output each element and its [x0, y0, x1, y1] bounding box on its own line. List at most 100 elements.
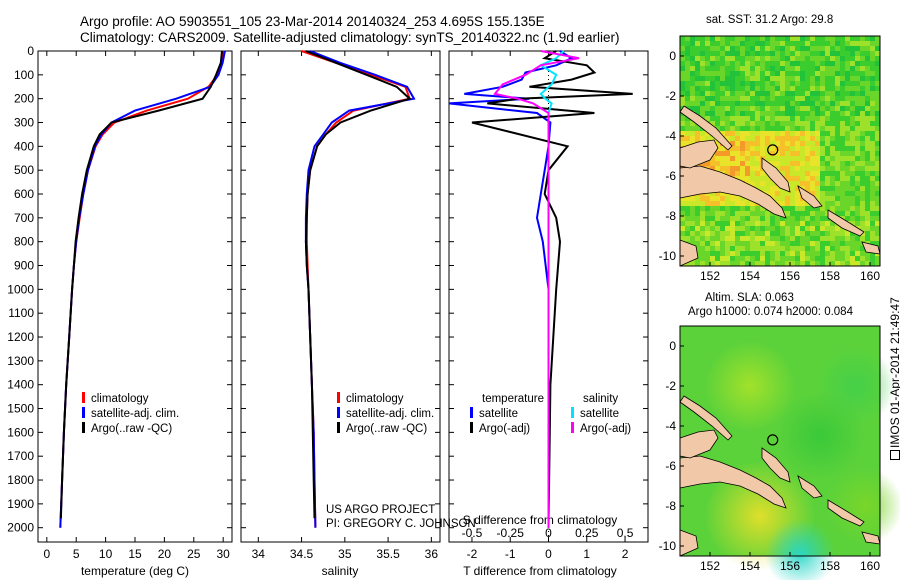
- sst-cell: [790, 171, 795, 176]
- sst-cell: [725, 86, 730, 91]
- sst-cell: [810, 256, 815, 261]
- sst-cell: [825, 146, 830, 151]
- sst-cell: [820, 201, 825, 206]
- sst-cell: [735, 96, 740, 101]
- sst-cell: [825, 176, 830, 181]
- sst-cell: [750, 106, 755, 111]
- sst-cell: [875, 206, 880, 211]
- coastline: [827, 209, 865, 237]
- sst-cell: [765, 216, 770, 221]
- sst-cell: [725, 226, 730, 231]
- sst-cell: [695, 226, 700, 231]
- sst-cell: [840, 66, 845, 71]
- sst-cell: [780, 131, 785, 136]
- sst-cell: [855, 101, 860, 106]
- sst-cell: [845, 36, 850, 41]
- sst-cell: [730, 81, 735, 86]
- sst-cell: [825, 81, 830, 86]
- sst-cell: [875, 66, 880, 71]
- sst-cell: [810, 146, 815, 151]
- sst-cell: [840, 176, 845, 181]
- sst-cell: [770, 226, 775, 231]
- sst-cell: [745, 106, 750, 111]
- sst-cell: [810, 106, 815, 111]
- legend-item-argo: Argo(..raw -QC): [337, 422, 434, 437]
- sst-cell: [705, 241, 710, 246]
- sst-cell: [860, 126, 865, 131]
- sst-cell: [755, 251, 760, 256]
- sst-cell: [865, 156, 870, 161]
- sst-cell: [825, 101, 830, 106]
- sst-cell: [865, 106, 870, 111]
- sst-cell: [780, 236, 785, 241]
- legend-title-temperature: temperature: [482, 393, 545, 405]
- sst-cell: [710, 116, 715, 121]
- coastline: [679, 429, 719, 459]
- sst-cell: [830, 256, 835, 261]
- sst-cell: [800, 171, 805, 176]
- sst-cell: [785, 116, 790, 121]
- sst-cell: [735, 261, 740, 266]
- sst-cell: [685, 141, 690, 146]
- sst-cell: [775, 61, 780, 66]
- sst-cell: [865, 126, 870, 131]
- sst-cell: [735, 256, 740, 261]
- sst-cell: [715, 116, 720, 121]
- sst-cell: [850, 96, 855, 101]
- sst-cell: [745, 96, 750, 101]
- sst-cell: [800, 146, 805, 151]
- sst-cell: [760, 176, 765, 181]
- sst-cell: [725, 96, 730, 101]
- sst-cell: [855, 251, 860, 256]
- sst-cell: [815, 186, 820, 191]
- sst-cell: [825, 251, 830, 256]
- sst-cell: [710, 191, 715, 196]
- sst-cell: [785, 76, 790, 81]
- sst-cell: [695, 246, 700, 251]
- sst-cell: [740, 166, 745, 171]
- sst-cell: [740, 141, 745, 146]
- sst-cell: [755, 221, 760, 226]
- sst-cell: [830, 146, 835, 151]
- sst-cell: [735, 81, 740, 86]
- sst-cell: [865, 111, 870, 116]
- sst-cell: [805, 91, 810, 96]
- sst-cell: [825, 66, 830, 71]
- sst-cell: [705, 221, 710, 226]
- sst-cell: [815, 66, 820, 71]
- sst-cell: [685, 86, 690, 91]
- sst-cell: [745, 101, 750, 106]
- sst-cell: [790, 251, 795, 256]
- sst-cell: [845, 236, 850, 241]
- sst-cell: [760, 56, 765, 61]
- sst-cell: [685, 126, 690, 131]
- x-tick-label: 10: [99, 547, 113, 561]
- sst-cell: [830, 261, 835, 266]
- map-y-tick-label: -8: [665, 209, 676, 223]
- sst-cell: [790, 111, 795, 116]
- map-x-tick-label: 156: [780, 269, 800, 283]
- sst-cell: [680, 66, 685, 71]
- sst-cell: [760, 246, 765, 251]
- sst-cell: [845, 91, 850, 96]
- sst-cell: [730, 96, 735, 101]
- sst-cell: [850, 166, 855, 171]
- sst-cell: [805, 116, 810, 121]
- sst-cell: [760, 36, 765, 41]
- sst-cell: [720, 76, 725, 81]
- sst-cell: [870, 151, 875, 156]
- sst-cell: [680, 211, 685, 216]
- sst-cell: [705, 226, 710, 231]
- sst-cell: [715, 81, 720, 86]
- sst-cell: [860, 216, 865, 221]
- sst-cell: [820, 196, 825, 201]
- sst-cell: [755, 71, 760, 76]
- sst-cell: [760, 171, 765, 176]
- sst-cell: [820, 76, 825, 81]
- sst-cell: [735, 86, 740, 91]
- sst-cell: [700, 101, 705, 106]
- sst-cell: [875, 131, 880, 136]
- sst-cell: [715, 36, 720, 41]
- sst-cell: [740, 76, 745, 81]
- sst-cell: [710, 46, 715, 51]
